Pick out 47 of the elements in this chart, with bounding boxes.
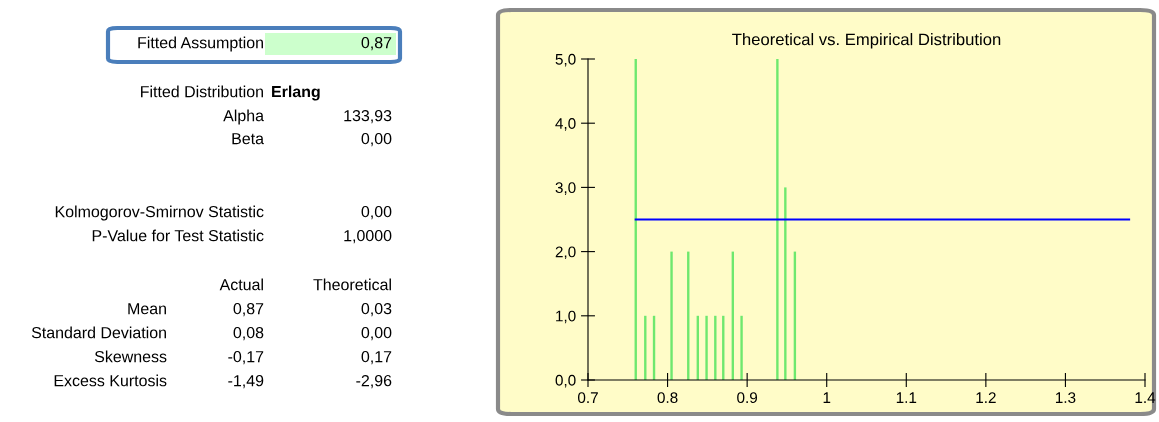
x-tick-label: 1.3 [1055, 392, 1076, 404]
x-tick-label: 1.4 [1135, 392, 1156, 403]
text: Kolmogorov-Smirnov Statistic [55, 205, 264, 221]
text: Alpha [223, 109, 264, 125]
text: 1,0000 [344, 229, 392, 244]
text: Standard Deviation [31, 326, 166, 339]
bar [776, 59, 779, 380]
x-tick-label: 0.9 [737, 392, 758, 404]
y-tick-label: 5,0 [555, 53, 576, 67]
x-tick-label: 0.7 [577, 392, 598, 404]
text: Actual [219, 278, 263, 291]
text: Skewness [94, 350, 167, 363]
text: Erlang [272, 85, 320, 101]
bar [705, 315, 708, 380]
bar [670, 251, 673, 380]
text: 0,87 [361, 36, 392, 51]
y-tick-label: 2,0 [555, 246, 576, 260]
y-tick-label: 1,0 [556, 310, 576, 324]
x-tick-label: 0.8 [657, 392, 678, 404]
bar [714, 315, 717, 380]
y-tick-label: 4,0 [555, 118, 576, 131]
text: 0,00 [361, 132, 392, 147]
text: 0,03 [361, 302, 392, 317]
text: 0,00 [361, 326, 392, 341]
bar [784, 187, 787, 380]
text: 0,17 [361, 350, 392, 365]
text: -0,17 [228, 350, 264, 365]
text: Fitted Distribution [141, 85, 263, 98]
text: -1,49 [228, 374, 264, 389]
text: Mean [128, 303, 166, 315]
y-tick-label: 3,0 [555, 182, 576, 195]
text: Theoretical [313, 278, 391, 291]
chart-title: Theoretical vs. Empirical Distribution [732, 33, 1001, 49]
text: P-Value for Test Statistic [92, 229, 264, 242]
text: -2,96 [356, 374, 392, 389]
text: 0,00 [361, 205, 392, 220]
text: Excess Kurtosis [54, 374, 167, 387]
text: 133,93 [344, 109, 392, 124]
text: Beta [232, 133, 264, 145]
x-tick-label: 1.1 [896, 392, 917, 403]
text: 0,08 [233, 326, 264, 341]
bar [740, 315, 743, 380]
x-tick-label: 1.2 [976, 392, 996, 403]
x-tick-label: 1 [823, 392, 831, 403]
text: Fitted Assumption [138, 36, 263, 52]
text: 0,87 [233, 302, 264, 317]
y-tick-label: 0,0 [555, 374, 576, 388]
